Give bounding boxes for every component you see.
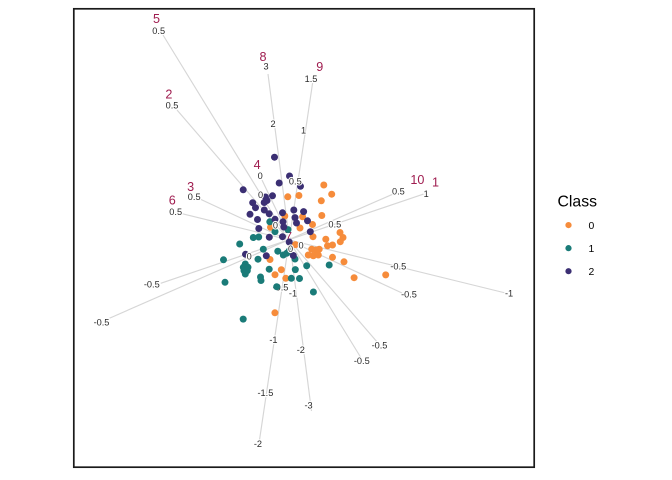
svg-text:-0.5: -0.5	[390, 262, 406, 272]
svg-text:0: 0	[258, 171, 263, 181]
svg-text:0: 0	[589, 221, 595, 232]
svg-text:5: 5	[153, 12, 160, 26]
svg-text:-1: -1	[505, 289, 513, 299]
svg-text:1: 1	[424, 189, 429, 199]
svg-text:-0.5: -0.5	[94, 317, 110, 327]
svg-text:2: 2	[270, 119, 275, 129]
svg-text:Class: Class	[558, 193, 598, 210]
svg-text:0.5: 0.5	[188, 192, 201, 202]
svg-text:-0.5: -0.5	[144, 280, 160, 290]
svg-text:0.5: 0.5	[328, 219, 341, 229]
svg-text:-1.5: -1.5	[257, 388, 273, 398]
svg-text:-0.5: -0.5	[401, 290, 417, 300]
svg-text:0: 0	[273, 220, 278, 230]
svg-text:1: 1	[432, 176, 439, 190]
svg-text:0.5: 0.5	[392, 186, 405, 196]
svg-text:0.5: 0.5	[152, 26, 165, 36]
svg-text:2: 2	[165, 88, 172, 102]
svg-text:1.5: 1.5	[305, 74, 318, 84]
svg-text:1: 1	[589, 244, 595, 255]
svg-text:4: 4	[254, 158, 261, 172]
svg-text:-1: -1	[289, 289, 297, 299]
svg-text:-1: -1	[269, 335, 277, 345]
svg-text:0.5: 0.5	[166, 100, 179, 110]
svg-text:-0.5: -0.5	[354, 356, 370, 366]
svg-text:7: 7	[285, 230, 292, 244]
svg-text:0.5: 0.5	[289, 177, 302, 187]
svg-text:2: 2	[589, 267, 595, 278]
svg-text:8: 8	[259, 50, 266, 64]
svg-text:-2: -2	[297, 345, 305, 355]
svg-text:0: 0	[258, 190, 263, 200]
svg-text:0.5: 0.5	[169, 207, 182, 217]
svg-text:3: 3	[187, 180, 194, 194]
svg-text:1: 1	[301, 126, 306, 136]
svg-text:-3: -3	[305, 401, 313, 411]
svg-text:0: 0	[247, 252, 252, 262]
svg-text:0: 0	[288, 244, 293, 254]
svg-text:3: 3	[263, 62, 268, 72]
svg-text:-0.5: -0.5	[372, 341, 388, 351]
svg-text:-2: -2	[254, 439, 262, 449]
svg-text:9: 9	[316, 60, 323, 74]
svg-text:6: 6	[169, 194, 176, 208]
svg-text:10: 10	[410, 173, 424, 187]
svg-text:0: 0	[298, 241, 303, 251]
